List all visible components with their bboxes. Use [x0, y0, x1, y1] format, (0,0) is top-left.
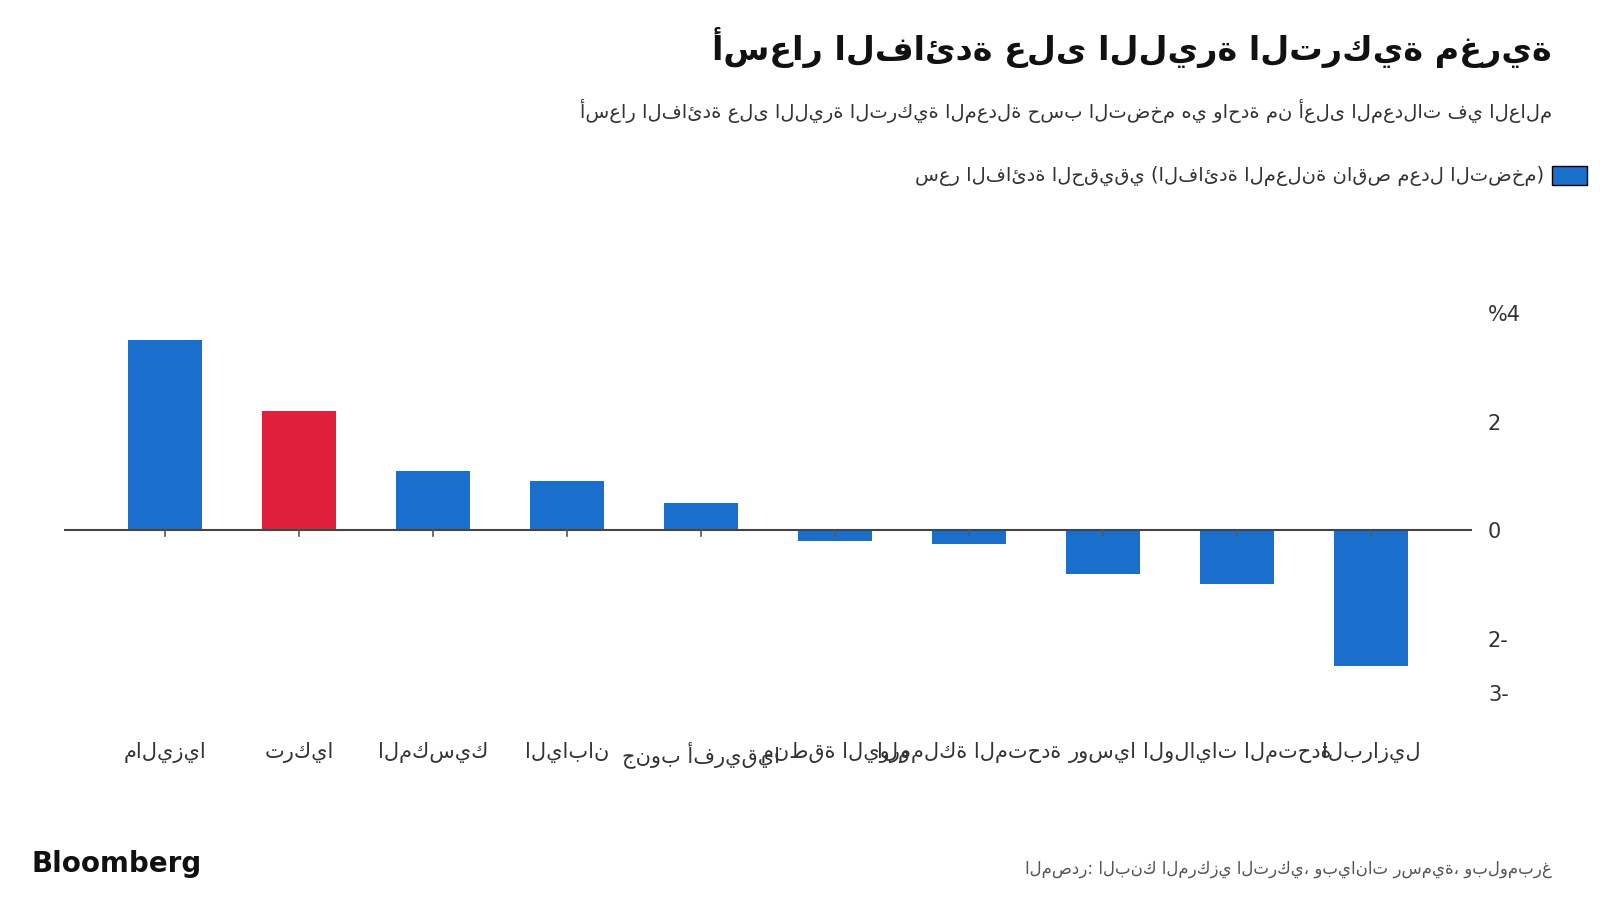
- Bar: [664, 503, 738, 530]
- Bar: [1334, 530, 1408, 666]
- Bar: [1200, 530, 1274, 584]
- Text: المصدر: البنك المركزي التركي، وبيانات رسمية، وبلومبرغ: المصدر: البنك المركزي التركي، وبيانات رس…: [1026, 860, 1552, 878]
- Text: أسعار الفائدة على الليرة التركية المعدلة حسب التضخم هي واحدة من أعلى المعدلات في: أسعار الفائدة على الليرة التركية المعدلة…: [579, 99, 1552, 123]
- Bar: [1066, 530, 1139, 573]
- Text: Bloomberg: Bloomberg: [32, 850, 202, 877]
- Text: سعر الفائدة الحقيقي (الفائدة المعلنة ناقص معدل التضخم): سعر الفائدة الحقيقي (الفائدة المعلنة ناق…: [915, 166, 1544, 185]
- Text: أسعار الفائدة على الليرة التركية مغرية: أسعار الفائدة على الليرة التركية مغرية: [712, 27, 1552, 68]
- Bar: [798, 530, 872, 541]
- Bar: [128, 340, 202, 530]
- Bar: [397, 471, 470, 530]
- Bar: [530, 482, 603, 530]
- Bar: [933, 530, 1006, 544]
- Bar: [262, 411, 336, 530]
